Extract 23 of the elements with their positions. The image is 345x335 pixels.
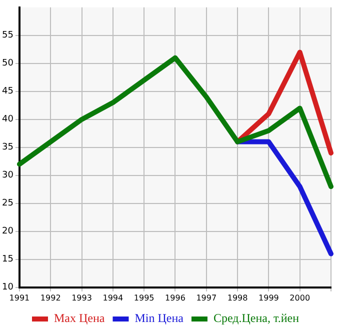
y-tick-label: 10 — [2, 282, 14, 293]
legend-label: Max Цена — [54, 311, 106, 326]
y-tick-label: 30 — [2, 170, 14, 181]
legend-label: Min Цена — [134, 311, 184, 326]
y-tick-label: 25 — [2, 198, 14, 209]
y-tick-label: 45 — [2, 86, 14, 97]
y-tick-label: 55 — [2, 30, 14, 41]
x-tick-label: 1998 — [227, 293, 248, 302]
x-tick-label: 1992 — [40, 293, 61, 302]
x-tick-label: 1993 — [72, 293, 92, 302]
y-tick-label: 20 — [2, 226, 14, 237]
x-tick-label: 2000 — [290, 293, 310, 302]
x-tick-label: 1999 — [258, 293, 279, 302]
legend-label: Сред.Цена, т.йен — [213, 311, 300, 326]
y-tick-label: 50 — [2, 58, 14, 69]
x-tick-label: 1997 — [196, 293, 217, 302]
x-tick-label: 1991 — [9, 293, 30, 302]
y-tick-label: 15 — [2, 254, 14, 265]
x-tick-label: 1996 — [165, 293, 186, 302]
x-tick-label: 1995 — [134, 293, 154, 302]
y-tick-label: 40 — [2, 114, 14, 125]
x-tick-label: 1994 — [102, 293, 124, 302]
y-tick-label: 35 — [2, 142, 14, 153]
